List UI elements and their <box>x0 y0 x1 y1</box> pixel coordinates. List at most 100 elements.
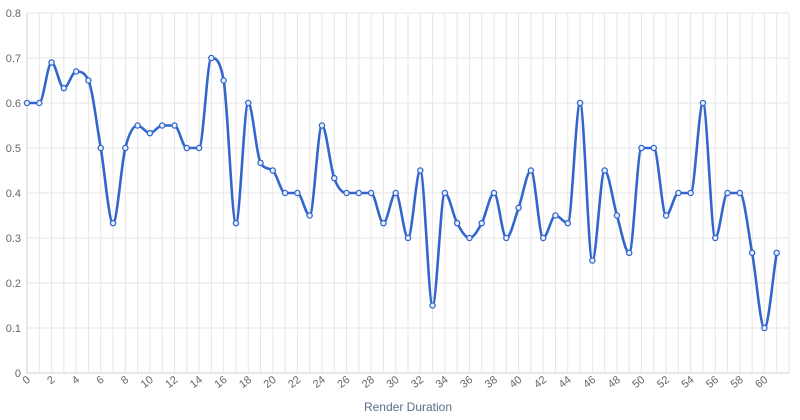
data-point[interactable] <box>429 302 436 309</box>
data-point[interactable] <box>576 99 584 107</box>
x-axis-title: Render Duration <box>364 400 452 414</box>
x-tick-label: 60 <box>753 374 770 391</box>
data-point[interactable] <box>109 219 117 227</box>
data-point[interactable] <box>539 234 547 242</box>
x-tick-label: 30 <box>385 374 402 391</box>
data-point[interactable] <box>318 122 326 129</box>
data-point[interactable] <box>675 189 682 197</box>
data-point[interactable] <box>527 167 535 174</box>
x-tick-label: 4 <box>70 374 82 387</box>
data-point[interactable] <box>564 219 572 227</box>
data-point[interactable] <box>158 122 166 129</box>
y-tick-label: 0.5 <box>6 143 21 155</box>
data-point[interactable] <box>331 174 338 182</box>
x-axis-ticks: 0 2 4 6 8 10 12 14 16 18 20 22 24 26 28 30 32 34 36 38 40 42 4… <box>21 374 771 391</box>
data-point[interactable] <box>232 219 240 227</box>
grid <box>26 12 790 374</box>
y-axis-ticks: 0 0.1 0.2 0.3 0.4 0.5 0.6 0.7 0.8 <box>6 8 21 380</box>
data-point[interactable] <box>724 189 731 197</box>
data-point[interactable] <box>85 77 92 84</box>
x-tick-label: 54 <box>679 374 696 391</box>
x-tick-label: 8 <box>119 374 131 387</box>
data-point[interactable] <box>773 249 780 257</box>
data-point[interactable] <box>601 167 608 174</box>
x-tick-label: 10 <box>139 374 156 391</box>
x-tick-label: 36 <box>458 374 475 391</box>
x-tick-label: 14 <box>188 374 205 391</box>
data-point[interactable] <box>748 249 756 257</box>
y-tick-label: 0.8 <box>6 8 21 20</box>
data-point[interactable] <box>503 234 510 242</box>
data-point[interactable] <box>36 99 43 107</box>
y-tick-label: 0.3 <box>6 233 21 245</box>
x-tick-label: 20 <box>262 374 279 391</box>
data-point[interactable] <box>662 212 670 219</box>
y-tick-label: 0.4 <box>6 188 21 200</box>
x-tick-label: 32 <box>409 374 426 391</box>
x-tick-label: 42 <box>532 374 549 391</box>
x-tick-label: 24 <box>311 374 328 391</box>
data-point[interactable] <box>392 189 399 197</box>
x-tick-label: 40 <box>507 374 524 391</box>
data-point[interactable] <box>23 99 31 107</box>
y-tick-label: 0 <box>15 368 21 380</box>
data-point[interactable] <box>441 189 449 197</box>
data-point[interactable] <box>122 144 129 152</box>
x-tick-label: 0 <box>21 374 33 387</box>
data-point[interactable] <box>355 189 363 197</box>
data-point[interactable] <box>478 219 485 227</box>
data-point[interactable] <box>736 189 744 197</box>
x-tick-label: 48 <box>606 374 623 391</box>
x-tick-label: 38 <box>483 374 500 391</box>
data-point[interactable] <box>306 212 313 219</box>
data-point[interactable] <box>208 54 215 62</box>
data-point[interactable] <box>134 122 141 129</box>
data-point[interactable] <box>72 68 80 75</box>
data-point[interactable] <box>48 59 55 66</box>
data-point[interactable] <box>380 219 387 227</box>
series-group <box>23 54 780 332</box>
x-tick-label: 58 <box>729 374 746 391</box>
data-point[interactable] <box>466 234 473 242</box>
data-point[interactable] <box>367 189 375 197</box>
data-point[interactable] <box>699 99 707 107</box>
data-point[interactable] <box>220 77 227 84</box>
data-point[interactable] <box>404 234 412 242</box>
data-point[interactable] <box>650 144 658 152</box>
data-point[interactable] <box>146 129 154 137</box>
data-point[interactable] <box>761 324 768 332</box>
data-point[interactable] <box>417 167 424 174</box>
x-tick-label: 16 <box>212 374 229 391</box>
data-point[interactable] <box>490 189 498 197</box>
data-point[interactable] <box>97 144 104 152</box>
x-tick-label: 50 <box>630 374 647 391</box>
data-point[interactable] <box>294 189 301 197</box>
data-point[interactable] <box>281 189 289 197</box>
x-tick-label: 22 <box>286 374 303 391</box>
data-point[interactable] <box>613 212 621 219</box>
y-tick-label: 0.7 <box>6 53 21 65</box>
data-point[interactable] <box>257 159 264 167</box>
data-point[interactable] <box>515 204 522 212</box>
y-tick-label: 0.6 <box>6 98 21 110</box>
data-point[interactable] <box>269 167 277 174</box>
data-point[interactable] <box>687 189 694 197</box>
data-point[interactable] <box>625 249 633 257</box>
data-point[interactable] <box>343 189 350 197</box>
x-tick-label: 2 <box>45 374 57 387</box>
data-point[interactable] <box>552 212 559 219</box>
data-point[interactable] <box>453 219 461 227</box>
data-point[interactable] <box>589 257 596 264</box>
data-point[interactable] <box>60 84 68 92</box>
data-point[interactable] <box>638 144 645 152</box>
data-point[interactable] <box>244 99 252 107</box>
x-tick-label: 6 <box>94 374 106 387</box>
data-point[interactable] <box>195 144 203 152</box>
data-point[interactable] <box>183 144 191 152</box>
x-tick-label: 52 <box>655 374 672 391</box>
x-tick-label: 28 <box>360 374 377 391</box>
data-point[interactable] <box>171 122 178 129</box>
data-point[interactable] <box>712 234 719 242</box>
